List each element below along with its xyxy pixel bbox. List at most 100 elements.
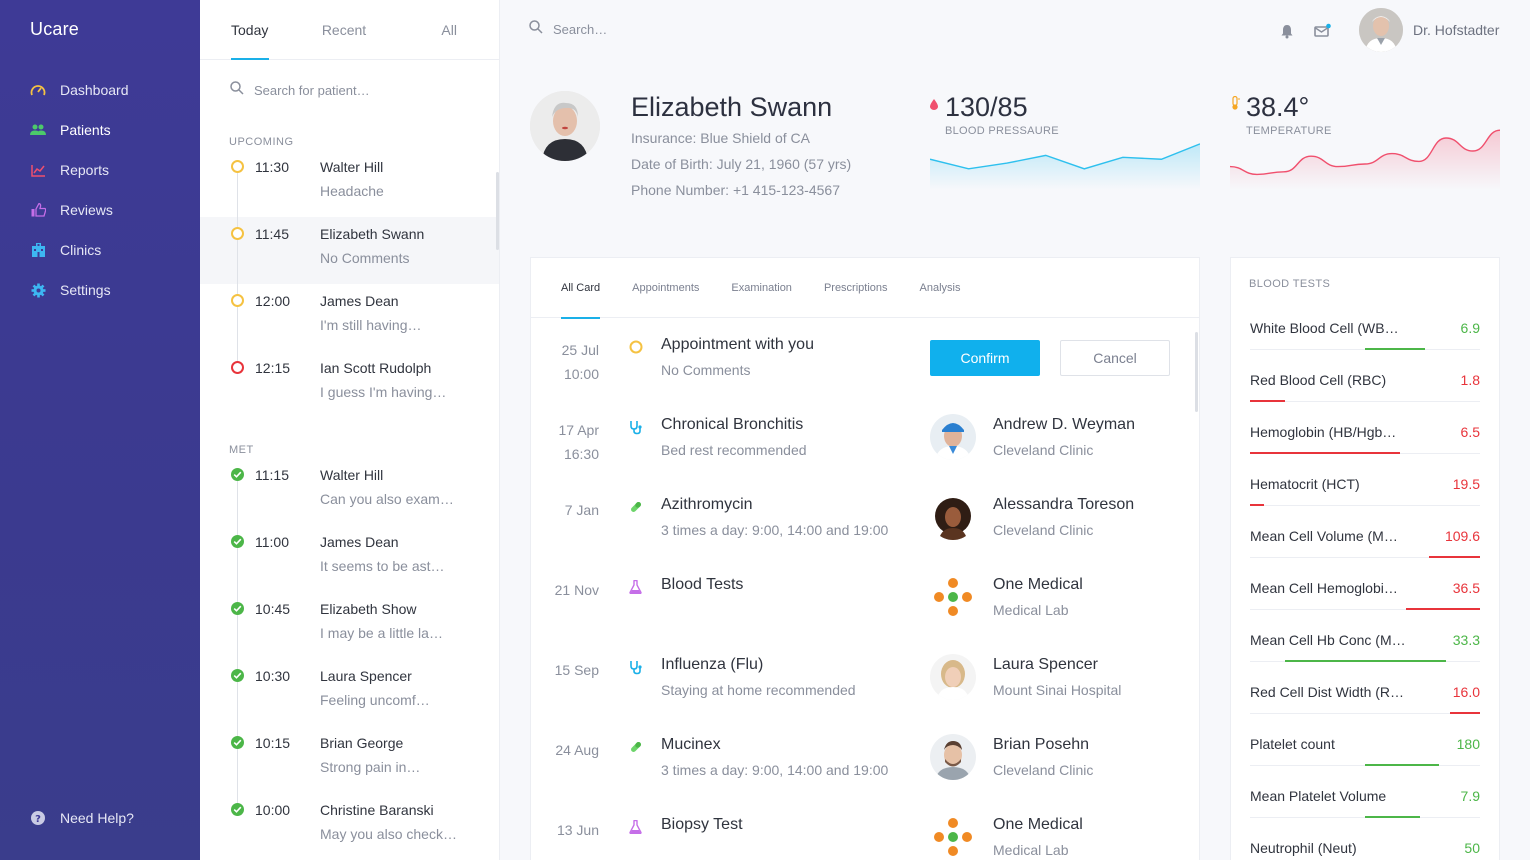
timeline-row[interactable]: 21 Nov Blood Tests One Medical Medical Lab	[531, 558, 1199, 638]
sidebar-item-patients[interactable]: Patients	[0, 110, 200, 150]
global-search-input[interactable]	[553, 22, 853, 37]
temperature-label: TEMPERATURE	[1246, 125, 1332, 137]
list-item[interactable]: 10:30 Laura Spencer Feeling uncomf…	[200, 659, 499, 736]
provider-avatar	[930, 734, 976, 780]
appointment-patient-name: James Dean	[320, 293, 399, 309]
blood-test-value: 1.8	[1460, 372, 1480, 388]
provider-location: Cleveland Clinic	[993, 522, 1094, 538]
card-scrollbar[interactable]	[1195, 332, 1198, 412]
sparkline-line	[1230, 129, 1500, 176]
provider-name[interactable]: One Medical	[993, 576, 1083, 593]
list-item[interactable]: 11:45 Elizabeth Swann No Comments	[200, 217, 499, 294]
timeline-row[interactable]: 13 Jun Biopsy Test One Medical Medical Lab	[531, 798, 1199, 860]
timeline-row[interactable]: 17 Apr 16:30 Chronical Bronchitis Bed rest …	[531, 398, 1199, 478]
blood-test-row[interactable]: Neutrophil (Neut) 50	[1250, 818, 1480, 860]
timeline-title: Azithromycin	[661, 496, 753, 513]
check-circle-icon	[231, 736, 244, 749]
sidebar-item-reports[interactable]: Reports	[0, 150, 200, 190]
patient-search-input[interactable]	[254, 82, 454, 98]
timeline-row[interactable]: 25 Jul 10:00 Appointment with you No Commen…	[531, 318, 1199, 398]
tab-prescriptions[interactable]: Prescriptions	[823, 281, 888, 294]
tab-today[interactable]: Today	[200, 0, 306, 60]
list-item[interactable]: 11:15 Walter Hill Can you also exam…	[200, 458, 499, 535]
bell-icon[interactable]	[1280, 24, 1294, 44]
blood-test-row[interactable]: Hemoglobin (HB/Hgb… 6.5	[1250, 402, 1480, 454]
sidebar-item-label: Clinics	[60, 242, 102, 258]
help-icon: ?	[30, 810, 46, 826]
chart-line-icon	[30, 162, 46, 178]
list-item[interactable]: 10:15 Brian George Strong pain in…	[200, 726, 499, 803]
blood-test-row[interactable]: Mean Platelet Volume 7.9	[1250, 766, 1480, 818]
blood-test-range-bar	[1429, 556, 1480, 558]
sidebar-item-clinics[interactable]: Clinics	[0, 230, 200, 270]
provider-name[interactable]: Andrew D. Weyman	[993, 416, 1135, 433]
patient-list-panel: Today Recent All UPCOMING 11:30 Walter Hi…	[200, 0, 500, 860]
blood-test-row[interactable]: Mean Cell Volume (M… 109.6	[1250, 506, 1480, 558]
tab-recent[interactable]: Recent	[321, 21, 367, 38]
provider-name[interactable]: Alessandra Toreson	[993, 496, 1135, 513]
provider-name[interactable]: Laura Spencer	[993, 656, 1098, 673]
patient-avatar	[530, 91, 600, 161]
blood-test-row[interactable]: Hematocrit (HCT) 19.5	[1250, 454, 1480, 506]
blood-test-name: Red Blood Cell (RBC)	[1250, 372, 1387, 388]
tab-all-card[interactable]: All Card	[561, 258, 601, 319]
blood-test-row[interactable]: Mean Cell Hb Conc (M… 33.3	[1250, 610, 1480, 662]
sidebar-item-dashboard[interactable]: Dashboard	[0, 70, 200, 110]
blood-test-range-bar	[1250, 400, 1285, 402]
blood-test-value: 7.9	[1460, 788, 1480, 804]
timeline-line	[237, 481, 238, 535]
timeline-row[interactable]: 15 Sep Influenza (Flu) Staying at home rec…	[531, 638, 1199, 718]
check-circle-icon	[231, 803, 244, 816]
temperature-sparkline	[1230, 129, 1500, 190]
blood-test-range-bar	[1365, 348, 1425, 350]
provider-location: Cleveland Clinic	[993, 442, 1094, 458]
timeline-row[interactable]: 24 Aug Mucinex 3 times a day: 9:00, 14:00 …	[531, 718, 1199, 798]
blood-test-name: Mean Platelet Volume	[1250, 788, 1387, 804]
timeline-row[interactable]: 7 Jan Azithromycin 3 times a day: 9:00, 14…	[531, 478, 1199, 558]
tab-appointments[interactable]: Appointments	[632, 281, 700, 294]
list-item[interactable]: 11:00 James Dean It seems to be ast…	[200, 525, 499, 602]
blood-test-row[interactable]: Mean Cell Hemoglobi… 36.5	[1250, 558, 1480, 610]
patient-list-scrollbar[interactable]	[496, 172, 499, 250]
list-item[interactable]: 11:30 Walter Hill Headache	[200, 150, 499, 227]
timeline-title: Influenza (Flu)	[661, 656, 764, 673]
blood-test-row[interactable]: Red Cell Dist Width (R… 16.0	[1250, 662, 1480, 714]
list-item[interactable]: 10:45 Elizabeth Show I may be a little la…	[200, 592, 499, 669]
timeline-subtitle: Bed rest recommended	[661, 442, 807, 458]
timeline-title: Biopsy Test	[661, 816, 743, 833]
confirm-button[interactable]: Confirm	[930, 340, 1040, 376]
blood-test-row[interactable]: Platelet count 180	[1250, 714, 1480, 766]
appointment-note: I guess I'm having…	[320, 384, 447, 400]
appointment-note: I may be a little la…	[320, 625, 443, 641]
blood-test-range-bar	[1284, 660, 1446, 662]
tab-all[interactable]: All	[441, 21, 457, 38]
temperature-value: 38.4°	[1246, 92, 1310, 122]
tab-analysis[interactable]: Analysis	[919, 281, 961, 294]
sidebar-item-label: Reviews	[60, 202, 113, 218]
patient-name: Elizabeth Swann	[631, 92, 833, 122]
blood-test-row[interactable]: White Blood Cell (WB… 6.9	[1250, 298, 1480, 350]
check-circle-icon	[231, 535, 244, 548]
sparkline-area	[930, 143, 1200, 190]
provider-name[interactable]: Brian Posehn	[993, 736, 1090, 753]
sidebar-item-reviews[interactable]: Reviews	[0, 190, 200, 230]
cancel-button[interactable]: Cancel	[1060, 340, 1170, 376]
appointment-patient-name: Walter Hill	[320, 467, 384, 483]
sidebar-item-settings[interactable]: Settings	[0, 270, 200, 310]
appointment-time: 11:00	[255, 534, 289, 550]
blood-test-row[interactable]: Red Blood Cell (RBC) 1.8	[1250, 350, 1480, 402]
patient-insurance: Insurance: Blue Shield of CA	[631, 130, 810, 146]
doctor-avatar[interactable]	[1359, 8, 1403, 52]
doctor-name[interactable]: Dr. Hofstadter	[1413, 22, 1500, 38]
timeline-subtitle: No Comments	[661, 362, 751, 378]
mail-icon[interactable]	[1314, 23, 1331, 43]
list-item[interactable]: 10:00 Christine Baranski May you also chec…	[200, 793, 499, 860]
provider-name[interactable]: One Medical	[993, 816, 1083, 833]
need-help-link[interactable]: ? Need Help?	[30, 810, 134, 826]
list-item[interactable]: 12:00 James Dean I'm still having…	[200, 284, 499, 361]
list-item[interactable]: 12:15 Ian Scott Rudolph I guess I'm having…	[200, 351, 499, 418]
tab-examination[interactable]: Examination	[731, 281, 792, 294]
status-circle-icon	[231, 160, 244, 173]
speedometer-icon	[30, 82, 46, 98]
brand-logo: Ucare	[30, 19, 80, 39]
